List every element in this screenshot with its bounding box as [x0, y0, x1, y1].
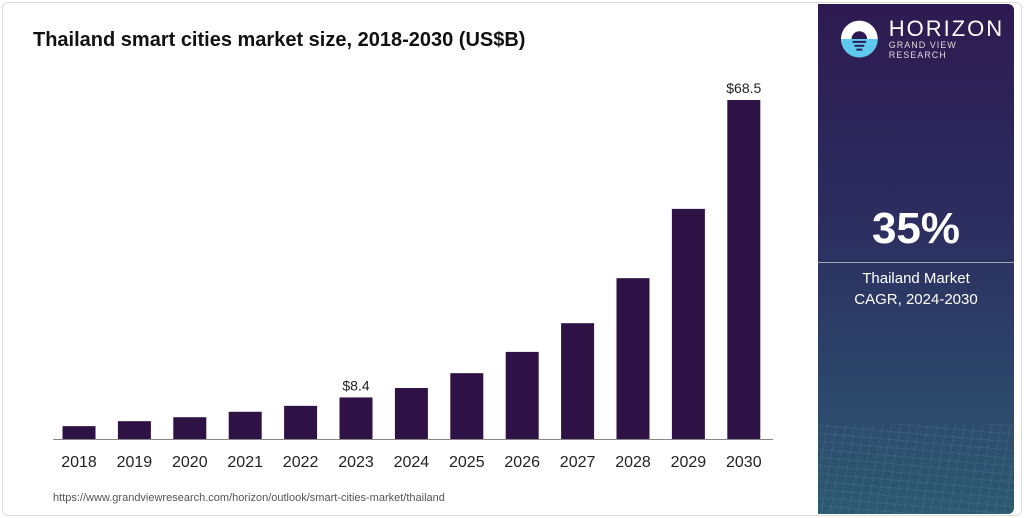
- x-tick-label: 2019: [117, 454, 153, 471]
- x-tick-label: 2023: [338, 454, 374, 471]
- bar-2019: [117, 421, 151, 439]
- bar-2021: [228, 411, 262, 439]
- horizon-logo: HORIZON GRAND VIEW RESEARCH: [840, 18, 1014, 60]
- cagr-desc-line2: CAGR, 2024-2030: [854, 291, 978, 308]
- x-tick-label: 2027: [560, 454, 596, 471]
- x-tick-label: 2025: [449, 454, 485, 471]
- x-tick-label: 2030: [726, 454, 762, 471]
- bar-2027: [561, 323, 595, 439]
- bar-chart: 2018 2019 2020 2021 2022 2023 $8.4 2024 2025 2026…: [53, 80, 773, 471]
- cagr-value: 35%: [871, 204, 961, 253]
- bar-2026: [505, 351, 539, 439]
- chart-title: Thailand smart cities market size, 2018-…: [33, 29, 526, 51]
- bar-2023: [339, 397, 373, 439]
- decorative-wave: [818, 424, 1014, 514]
- x-tick-label: 2022: [283, 454, 319, 471]
- x-tick-label: 2028: [615, 454, 651, 471]
- logo-subtitle: GRAND VIEW RESEARCH: [888, 40, 957, 60]
- bar-2028: [616, 278, 650, 439]
- x-tick-label: 2020: [172, 454, 208, 471]
- divider: [818, 262, 1014, 263]
- bar-2024: [394, 388, 428, 439]
- data-label: $8.4: [342, 377, 369, 393]
- bar-2029: [671, 208, 705, 439]
- x-tick-label: 2024: [394, 454, 430, 471]
- cagr-description: Thailand Market CAGR, 2024-2030: [818, 268, 1014, 310]
- data-label: $68.5: [726, 80, 761, 96]
- logo-name: HORIZON: [888, 16, 1005, 41]
- x-tick-label: 2029: [671, 454, 707, 471]
- horizon-logo-icon: [840, 20, 878, 58]
- bar-2018: [62, 426, 96, 439]
- bar-2022: [284, 405, 318, 439]
- cagr-desc-line1: Thailand Market: [862, 270, 970, 287]
- x-tick-label: 2026: [504, 454, 540, 471]
- x-tick-label: 2018: [61, 454, 97, 471]
- bar-2020: [173, 417, 207, 439]
- x-tick-label: 2021: [227, 454, 263, 471]
- source-url[interactable]: https://www.grandviewresearch.com/horizo…: [53, 492, 445, 504]
- bar-2025: [450, 373, 484, 439]
- side-panel: HORIZON GRAND VIEW RESEARCH 35% Thailand…: [818, 4, 1014, 514]
- bar-2030: [727, 100, 761, 439]
